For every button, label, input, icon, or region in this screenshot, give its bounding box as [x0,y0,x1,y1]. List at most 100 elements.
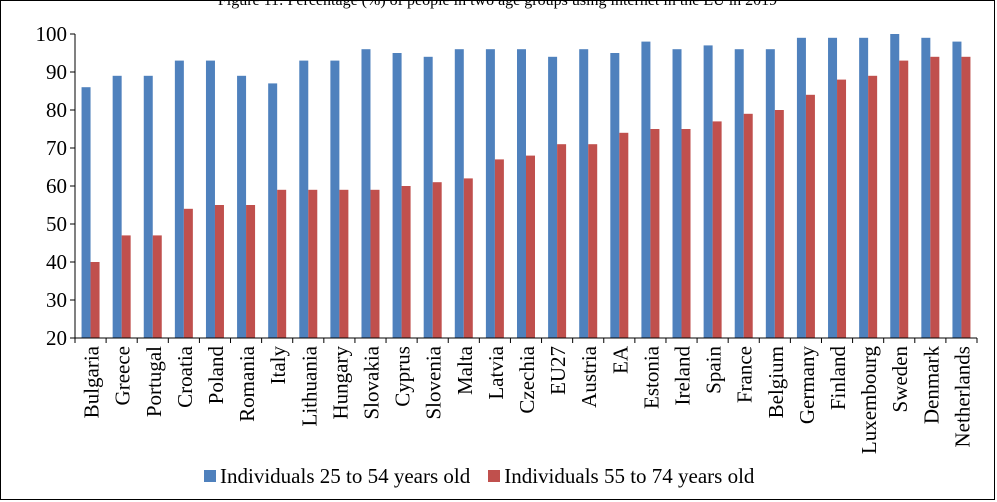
y-tick-label: 40 [46,250,67,274]
bar-series-1 [81,87,91,338]
bar-series-1 [392,53,402,338]
x-tick-label: Portugal [142,346,166,417]
bar-series-2 [899,60,909,338]
bar-series-1 [548,56,558,339]
bar-series-1 [734,49,744,338]
bar-series-1 [205,60,215,338]
chart-title: Figure 11: Percentage (%) of people in t… [217,0,778,9]
bar-series-1 [859,37,869,339]
x-tick-label: Italy [266,346,290,385]
x-tick-label: Austria [577,345,601,408]
x-tick-label: Czechia [515,345,539,413]
legend-swatch-series-1 [204,470,216,482]
bar-series-2 [961,56,971,339]
x-tick-label: Slovakia [359,345,383,419]
x-tick-label: Lithuania [297,345,321,426]
x-tick-label: Latvia [484,345,508,399]
bar-series-2 [774,110,784,338]
bar-series-2 [681,129,691,338]
y-tick-label: 20 [46,326,67,350]
bar-series-1 [423,56,433,339]
bar-series-1 [796,37,806,339]
bar-series-1 [454,49,464,338]
bar-series-1 [237,75,247,339]
bar-series-1 [952,41,962,338]
x-tick-label: Bulgaria [80,345,104,418]
bar-series-2 [183,208,193,338]
bar-series-1 [174,60,184,338]
bar-series-2 [121,235,131,338]
y-tick-label: 100 [36,22,68,46]
x-tick-label: Finland [826,346,850,411]
y-tick-label: 90 [46,60,67,84]
bar-series-2 [712,121,722,339]
x-tick-label: Ireland [671,346,695,406]
bar-series-2 [650,129,660,338]
x-tick-label: Romania [235,345,259,421]
bar-series-2 [370,189,380,338]
bar-series-2 [339,189,349,338]
bar-series-1 [330,60,340,338]
bar-series-2 [214,205,224,338]
x-tick-label: Denmark [919,346,943,425]
bar-series-2 [401,186,411,338]
bar-series-2 [930,56,940,339]
x-tick-label: Spain [702,346,726,394]
y-tick-label: 60 [46,174,67,198]
bar-series-2 [90,262,100,338]
y-tick-label: 30 [46,288,67,312]
bar-series-2 [308,189,318,338]
legend-swatch-series-2 [488,470,501,482]
x-tick-label: Germany [795,346,819,425]
bar-series-1 [672,49,682,338]
x-tick-label: Luxembourg [857,346,881,455]
bar-series-1 [765,49,775,338]
bar-series-1 [517,49,526,338]
bar-series-1 [610,53,620,338]
bar-series-1 [143,75,153,339]
bar-series-1 [703,45,713,339]
bar-series-2 [743,113,753,338]
bar-series-1 [890,34,900,338]
bar-series-1 [641,41,651,338]
bar-series-2 [837,79,847,338]
x-tick-label: Croatia [173,345,197,407]
bar-series-2 [588,144,598,338]
x-tick-label: Sweden [888,346,912,413]
legend-item-series-2: Individuals 55 to 74 years old [488,464,754,489]
bar-series-1 [268,83,278,339]
bar-series-1 [579,49,589,338]
x-tick-label: Greece [111,346,135,405]
x-tick-label: France [733,346,757,403]
bar-series-1 [921,37,931,339]
x-tick-label: Netherlands [950,346,974,447]
x-tick-label: Slovenia [422,345,446,419]
bar-series-2 [152,235,162,338]
x-tick-label: Hungary [328,346,352,420]
x-tick-label: Malta [453,345,477,395]
y-tick-label: 70 [46,136,67,160]
bar-series-1 [485,49,495,338]
x-tick-label: Cyprus [391,346,415,407]
bar-series-2 [805,94,815,338]
bar-series-2 [277,189,287,338]
y-tick-label: 50 [46,212,67,236]
x-tick-label: EU27 [546,346,570,395]
bar-series-2 [246,205,256,338]
bar-series-1 [828,37,838,339]
y-tick-label: 80 [46,98,67,122]
bar-series-2 [526,155,535,338]
bar-series-2 [494,159,504,338]
legend-label-series-2: Individuals 55 to 74 years old [504,463,755,488]
bar-series-1 [112,75,122,339]
bar-series-2 [557,144,567,338]
x-tick-label: Belgium [764,346,788,418]
bar-series-1 [299,60,309,338]
bar-series-2 [432,182,442,338]
bar-series-2 [463,178,473,338]
bar-series-1 [361,49,371,338]
chart-legend: Individuals 25 to 54 years old Individua… [204,464,772,488]
x-tick-label: EA [608,345,632,374]
